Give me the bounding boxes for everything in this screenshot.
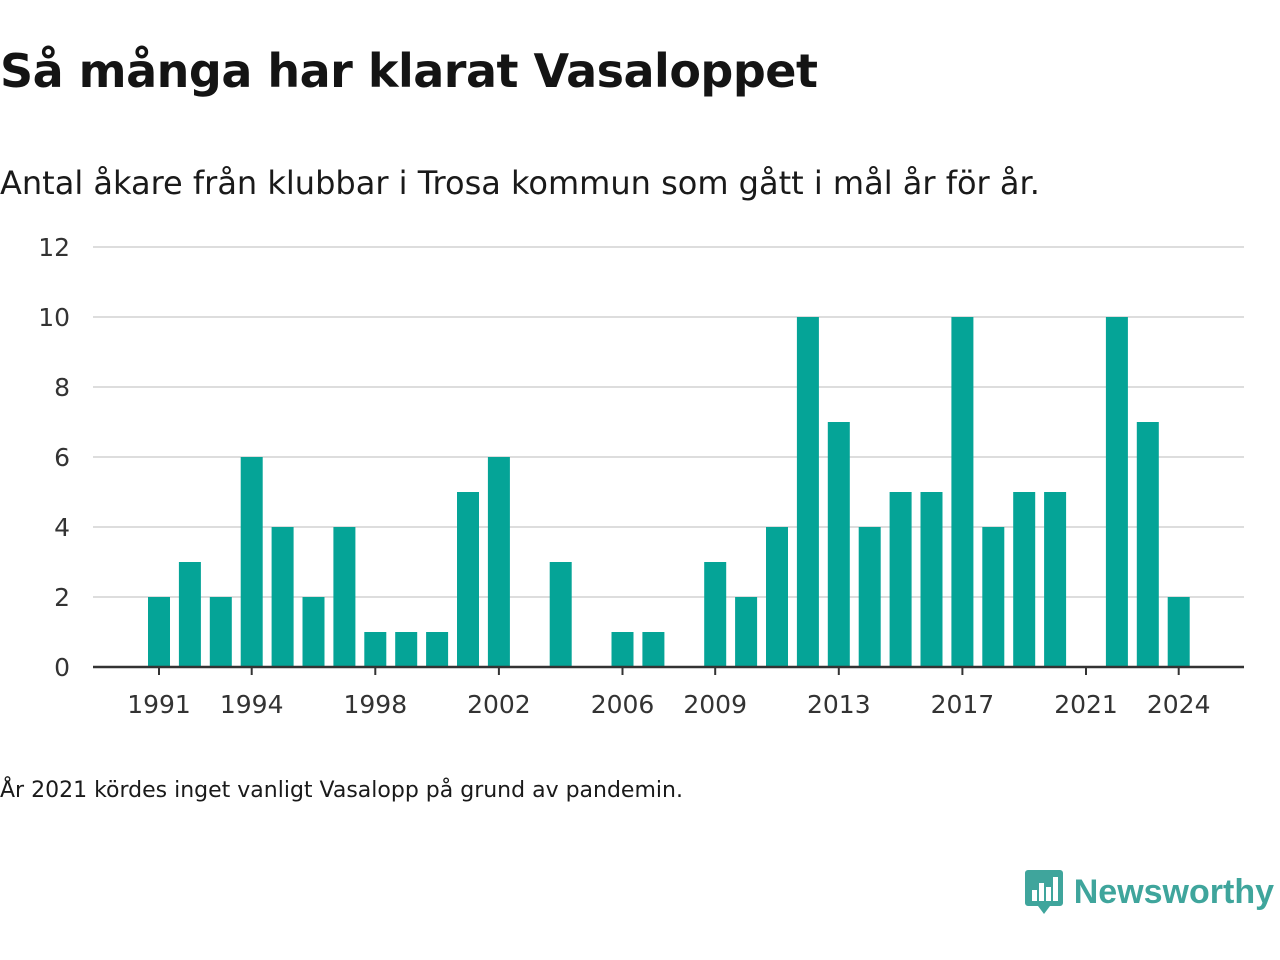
y-axis-labels: 0 2 4 6 8 10 12 [38, 233, 70, 682]
bar-2019 [1013, 492, 1036, 667]
bar-2015 [889, 492, 912, 667]
x-axis-labels: 1991 1994 1998 2002 2006 2009 2013 2017 2021 2024 [127, 690, 1210, 719]
x-tick-label-2002: 2002 [467, 690, 531, 719]
bar-2024 [1167, 597, 1190, 667]
y-tick-label-12: 12 [38, 233, 70, 262]
bar-2013 [827, 422, 850, 667]
bar-2007 [642, 632, 665, 667]
x-tick-label-2021: 2021 [1054, 690, 1118, 719]
bar-1995 [271, 527, 294, 667]
bar-1993 [209, 597, 232, 667]
bar-1996 [302, 597, 325, 667]
chart-subtitle: Antal åkare från klubbar i Trosa kommun … [0, 164, 1040, 202]
bar-2009 [704, 562, 727, 667]
x-tick-label-2006: 2006 [591, 690, 655, 719]
bar-1991 [148, 597, 170, 667]
bar-2022 [1105, 317, 1128, 667]
bar-2014 [858, 527, 881, 667]
bar-2023 [1136, 422, 1159, 667]
bar-2020 [1044, 492, 1067, 667]
bar-2000 [426, 632, 449, 667]
x-axis [93, 665, 1244, 675]
x-tick-label-2009: 2009 [683, 690, 747, 719]
bar-2002 [487, 457, 510, 667]
bar-2010 [735, 597, 758, 667]
bar-2004 [549, 562, 572, 667]
brand-name: Newsworthy [1073, 872, 1274, 911]
bar-1997 [333, 527, 356, 667]
bars [148, 317, 1190, 667]
bar-2001 [457, 492, 479, 667]
x-tick-label-2017: 2017 [931, 690, 995, 719]
y-tick-label-6: 6 [54, 443, 70, 472]
bar-1994 [240, 457, 263, 667]
y-tick-label-2: 2 [54, 583, 70, 612]
bar-2016 [920, 492, 943, 667]
gridlines [93, 246, 1244, 598]
y-tick-label-4: 4 [54, 513, 70, 542]
bar-2017 [951, 317, 974, 667]
bar-chart-speech-bubble-icon [1024, 870, 1063, 914]
y-tick-label-0: 0 [54, 653, 70, 682]
x-tick-label-1991: 1991 [127, 690, 191, 719]
y-tick-label-8: 8 [54, 373, 70, 402]
x-tick-label-2013: 2013 [807, 690, 871, 719]
bar-2012 [796, 317, 819, 667]
x-tick-label-1998: 1998 [343, 690, 407, 719]
bar-2011 [766, 527, 788, 667]
y-tick-label-10: 10 [38, 303, 70, 332]
bar-1992 [178, 562, 201, 667]
brand-logo: Newsworthy [1024, 868, 1274, 916]
bar-2018 [982, 527, 1005, 667]
x-tick-label-1994: 1994 [220, 690, 284, 719]
x-tick-label-2024: 2024 [1147, 690, 1211, 719]
bar-chart: 0 2 4 6 8 10 12 1991 1994 1998 2002 2006 2009 2013 20… [38, 233, 1244, 719]
chart-title: Så många har klarat Vasaloppet [0, 44, 818, 98]
bar-1999 [395, 632, 418, 667]
bar-2006 [611, 632, 634, 667]
bar-1998 [364, 632, 387, 667]
footnote: År 2021 kördes inget vanligt Vasalopp på… [0, 778, 683, 803]
